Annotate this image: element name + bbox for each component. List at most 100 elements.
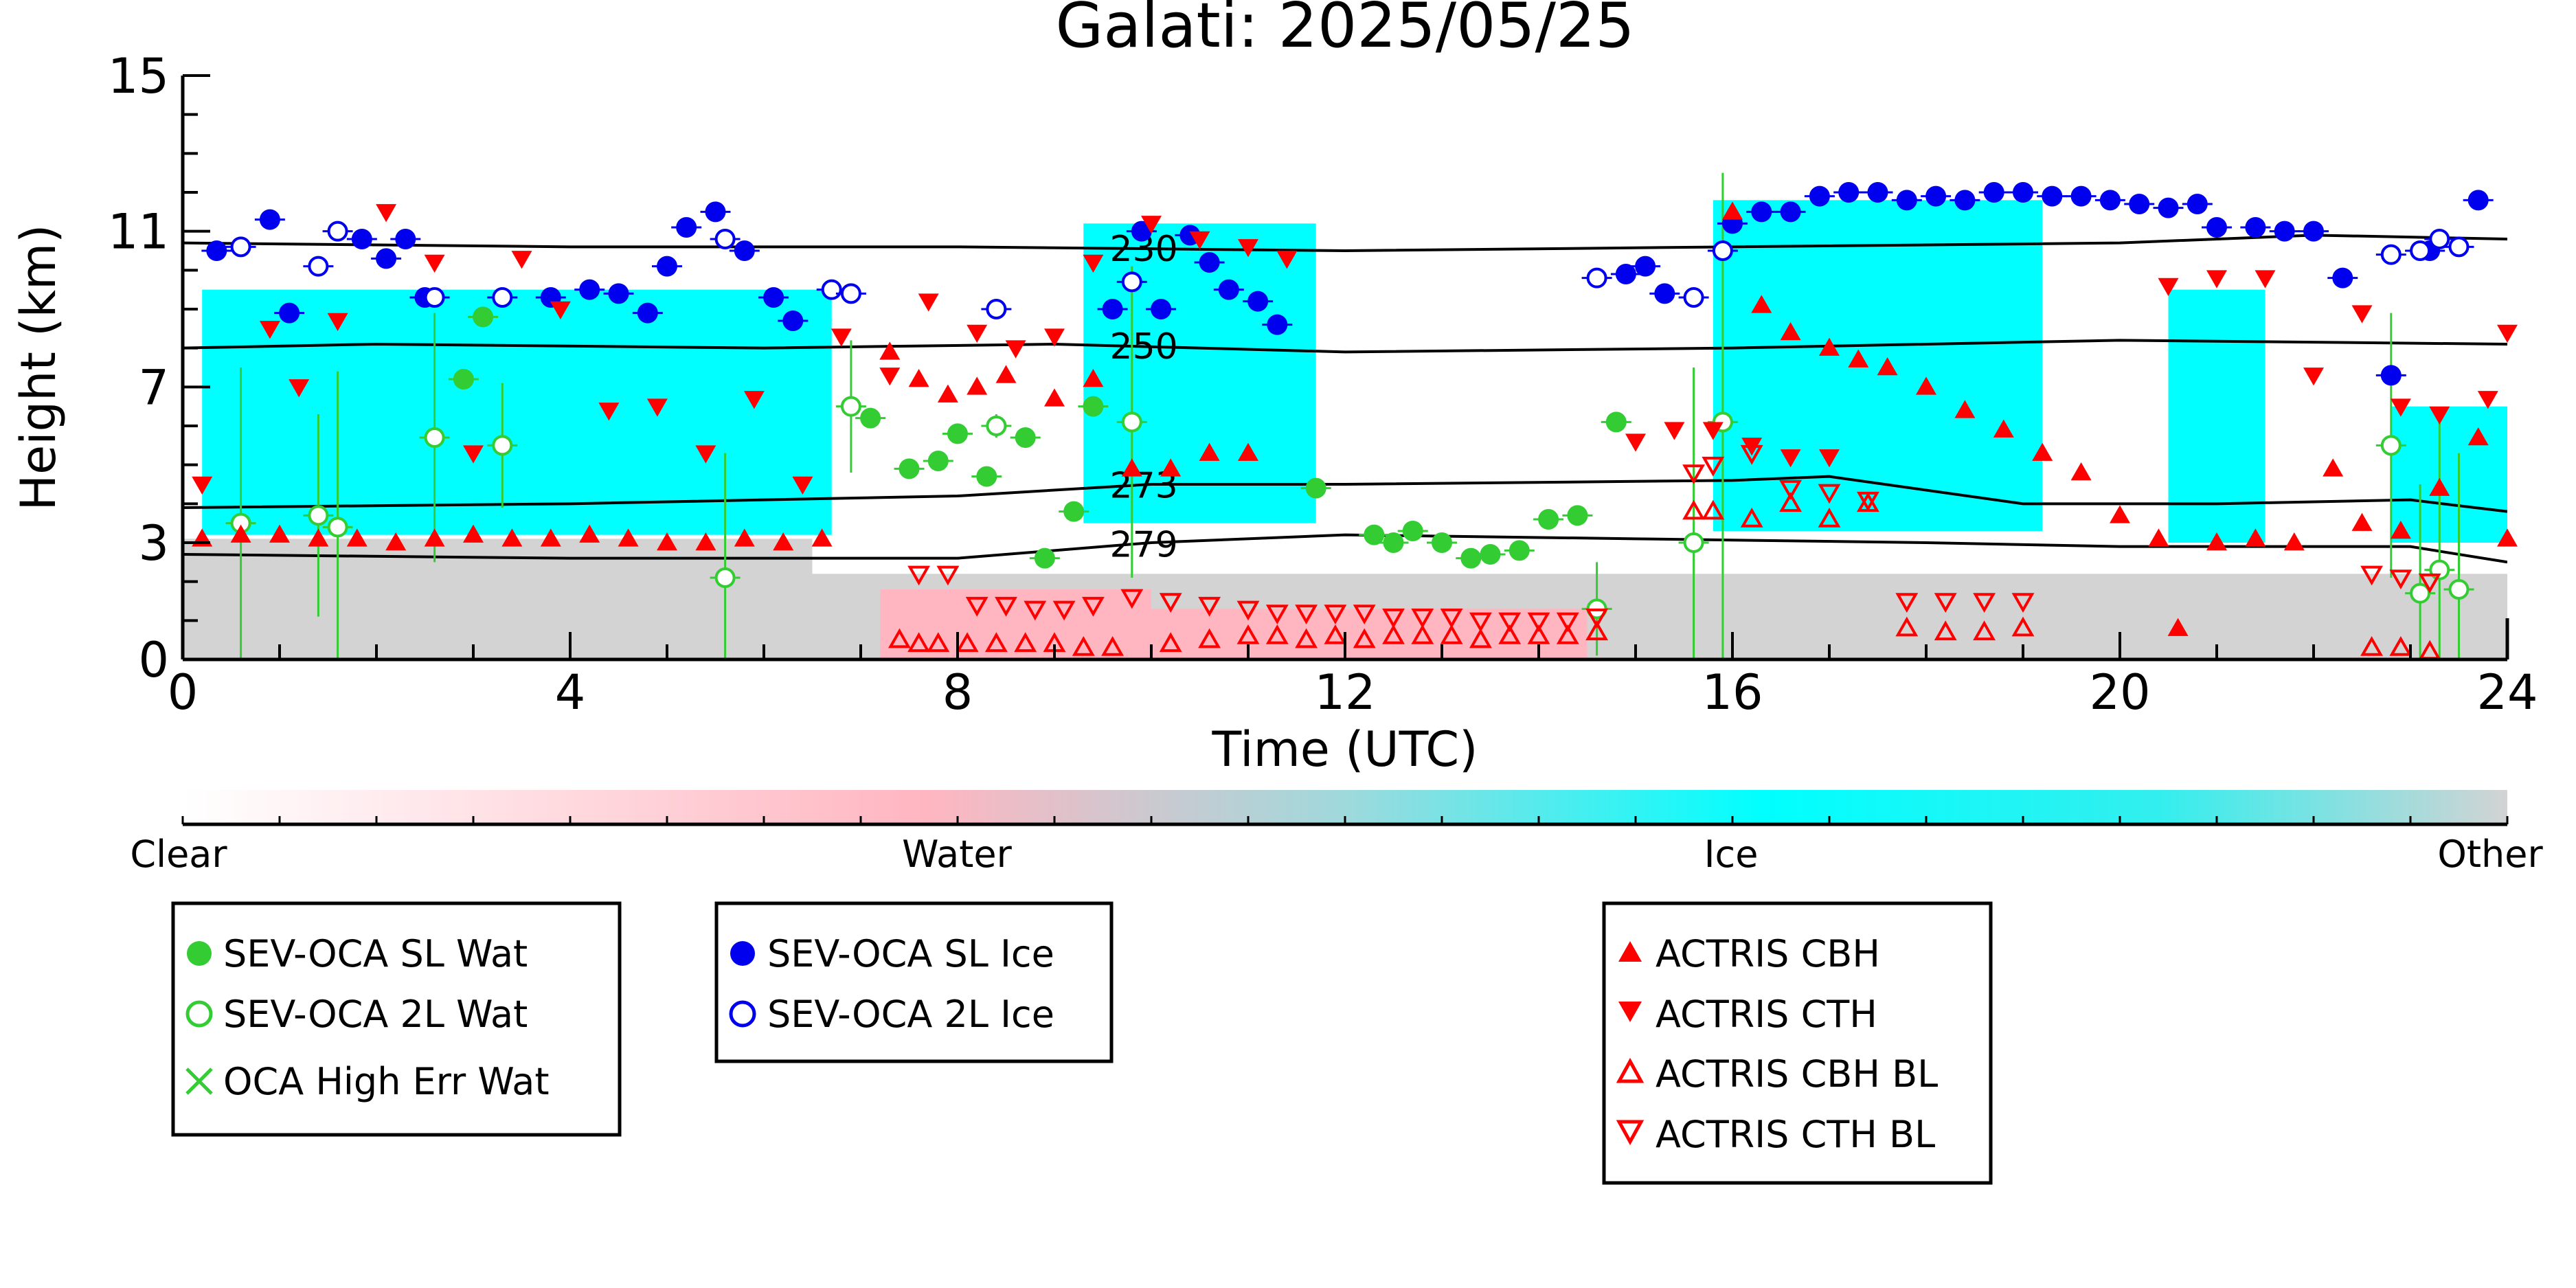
sev-oca-sl-ice-point [1751, 201, 1772, 223]
sev-oca-sl-wat-point [927, 451, 949, 471]
sev-oca-2l-ice-point [2448, 236, 2470, 258]
sev-oca-sl-wat-point [1538, 509, 1559, 530]
sev-oca-sl-ice-point [259, 209, 280, 230]
actris-cth-point [792, 476, 813, 495]
contour-250 [183, 339, 2507, 354]
sev-oca-sl-wat-point [453, 369, 474, 389]
sev-oca-sl-ice-point [1267, 314, 1288, 335]
sev-oca-sl-wat-point [899, 458, 920, 479]
actris-cbh-point [1238, 442, 1258, 461]
sev-oca-sl-ice-point [608, 283, 629, 304]
sev-oca-sl-wat-point [1480, 544, 1501, 565]
actris-cth-point [1083, 254, 1104, 273]
actris-cbh-point [811, 528, 833, 547]
sev-oca-2l-wat-point [840, 396, 861, 417]
region-ice-6 [1713, 200, 2043, 531]
actris-cth-bl-point [1052, 600, 1076, 621]
actris-cbh-bl-point [2011, 616, 2035, 637]
actris-cth-bl-point [1818, 484, 1841, 504]
actris-cbh-point [2497, 528, 2518, 547]
sev-oca-2l-wat-point [308, 505, 329, 526]
actris-cbh-point [1877, 357, 1898, 376]
actris-cbh-bl-point [1585, 620, 1609, 641]
sev-oca-sl-ice-point [657, 256, 677, 277]
actris-cth-point [831, 328, 852, 347]
actris-cbh-point [2148, 528, 2169, 547]
contour-230 [183, 234, 2507, 253]
actris-cbh-bl-point [1236, 624, 1260, 644]
actris-cth-point [376, 204, 397, 223]
actris-cth-bl-point [1934, 593, 1957, 613]
actris-cth-bl-point [1024, 600, 1047, 621]
legend-label-2l-wat: SEV-OCA 2L Wat [223, 993, 528, 1036]
actris-cbh-bl-point [1440, 624, 1463, 644]
actris-cbh-bl-point [1265, 624, 1289, 644]
sev-oca-2l-ice-point [230, 236, 251, 258]
sev-oca-sl-ice-point [1218, 279, 1239, 300]
legend-marker-2l-ice [729, 1000, 756, 1028]
sev-oca-2l-wat-point [327, 517, 348, 538]
actris-cth-point [327, 313, 348, 331]
sev-oca-sl-ice-point [763, 287, 784, 308]
actris-cbh-point [2110, 505, 2130, 523]
sev-oca-sl-wat-point [1383, 532, 1404, 553]
actris-cth-point [1780, 449, 1801, 468]
actris-cbh-bl-point [1072, 635, 1095, 656]
actris-cbh-point [2206, 532, 2227, 551]
actris-cth-bl-point [1740, 444, 1763, 465]
sev-oca-sl-ice-point [1131, 221, 1152, 242]
legend-marker-sl-wat [187, 941, 212, 966]
legend-marker-sl-ice [730, 941, 755, 966]
data-markers [192, 182, 2518, 660]
actris-cth-point [463, 445, 484, 464]
actris-cth-bl-point [2418, 573, 2441, 594]
sev-oca-sl-ice-point [2245, 217, 2266, 238]
colorbar-label-ice: Ice [1704, 833, 1759, 876]
actris-cth-bl-point [1382, 608, 1405, 629]
sev-oca-2l-ice-point [2380, 244, 2402, 265]
actris-cbh-bl-point [1527, 624, 1550, 644]
actris-cth-bl-point [1527, 612, 1550, 633]
x-tick-label-16: 16 [1702, 664, 1763, 721]
actris-cbh-bl-point [888, 628, 911, 648]
actris-cbh-point [908, 369, 929, 387]
actris-cth-point [1664, 422, 1685, 440]
actris-cth-point [918, 293, 939, 312]
sev-oca-2l-ice-point [714, 229, 736, 249]
actris-cbh-point [2167, 618, 2189, 636]
sev-oca-2l-wat-point [2410, 583, 2431, 604]
actris-cth-bl-point [1295, 605, 1318, 625]
region-ice-5 [1083, 223, 1316, 523]
sev-oca-2l-ice-point [986, 299, 1007, 319]
actris-cbh-point [2351, 512, 2373, 531]
sev-oca-sl-ice-point [1247, 291, 1269, 312]
actris-cth-point [879, 368, 901, 386]
actris-cbh-bl-point [1740, 507, 1763, 528]
y-axis-label: Height (km) [10, 225, 67, 511]
actris-cth-bl-point [1856, 491, 1879, 512]
sev-oca-sl-wat-point [1402, 521, 1423, 541]
actris-cbh-point [385, 532, 407, 551]
sev-oca-2l-wat-point [986, 416, 1007, 436]
actris-cbh-point [734, 528, 755, 547]
actris-cbh-point [2429, 477, 2450, 496]
legend-actris: ACTRIS CBH ACTRIS CTH ACTRIS CBH BL ACTR… [1602, 901, 1993, 1185]
actris-cth-point [1819, 449, 1840, 468]
actris-cth-point [259, 321, 280, 339]
actris-cbh-point [308, 528, 329, 547]
actris-cth-bl-point [1779, 479, 1803, 500]
actris-cth-bl-point [1324, 605, 1347, 625]
sev-oca-sl-wat-point [1063, 501, 1085, 522]
sev-oca-sl-wat-point [1509, 540, 1530, 561]
sev-oca-2l-ice-point [1712, 240, 1733, 261]
actris-cbh-bl-point [1702, 499, 1725, 520]
y-tick-label-3: 3 [138, 515, 169, 572]
actris-cbh-point [463, 524, 484, 543]
sev-oca-sl-ice-point [705, 201, 726, 223]
actris-cth-bl-point [936, 565, 960, 586]
actris-cth-point [2206, 270, 2227, 289]
actris-cth-bl-point [1585, 608, 1609, 629]
sev-oca-sl-ice-point [376, 248, 397, 269]
y-tick-label-7: 7 [138, 359, 169, 416]
y-tick-label-0: 0 [138, 632, 169, 688]
